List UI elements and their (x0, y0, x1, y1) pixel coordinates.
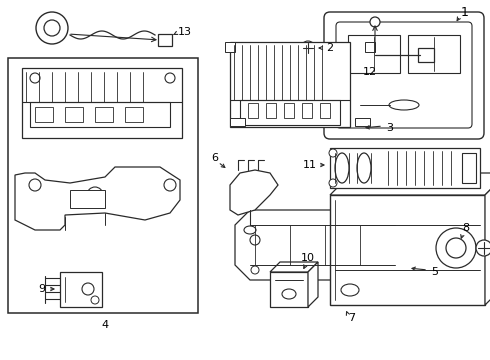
Bar (284, 103, 294, 118)
Polygon shape (230, 170, 278, 215)
Ellipse shape (244, 226, 256, 234)
Bar (320, 103, 330, 118)
Bar (230, 42, 350, 127)
Ellipse shape (335, 153, 349, 183)
Bar (330, 148, 480, 188)
Bar (365, 42, 375, 52)
Circle shape (436, 228, 476, 268)
FancyBboxPatch shape (324, 12, 484, 139)
Ellipse shape (341, 284, 359, 296)
Bar (348, 35, 400, 73)
Circle shape (30, 73, 40, 83)
Text: 4: 4 (101, 320, 109, 330)
Bar (8, 58, 198, 313)
Bar (248, 103, 258, 118)
Circle shape (386, 266, 394, 274)
Bar (65, 107, 83, 122)
Circle shape (29, 179, 41, 191)
Bar (158, 34, 172, 46)
Ellipse shape (282, 289, 296, 299)
Bar (462, 153, 476, 183)
Bar (355, 118, 370, 126)
Bar (330, 195, 485, 305)
Circle shape (370, 17, 380, 27)
Bar (240, 100, 340, 125)
Polygon shape (270, 262, 318, 272)
Bar (408, 35, 460, 73)
Bar (35, 107, 53, 122)
Bar (230, 118, 245, 126)
Text: 7: 7 (348, 313, 356, 323)
Text: 6: 6 (212, 153, 219, 163)
Bar (30, 102, 170, 127)
Bar (266, 103, 276, 118)
Bar (95, 107, 113, 122)
Polygon shape (308, 262, 318, 307)
Circle shape (251, 266, 259, 274)
Bar (302, 103, 312, 118)
Circle shape (36, 12, 68, 44)
Ellipse shape (389, 100, 419, 110)
Text: 11: 11 (303, 160, 317, 170)
Polygon shape (15, 167, 180, 230)
Text: 12: 12 (363, 67, 377, 77)
Bar (60, 272, 102, 307)
Circle shape (329, 179, 337, 187)
Polygon shape (235, 210, 410, 280)
Bar (270, 272, 308, 307)
Circle shape (91, 296, 99, 304)
Text: 5: 5 (432, 267, 439, 277)
Bar (22, 68, 182, 138)
Bar (418, 48, 434, 62)
Polygon shape (485, 173, 490, 305)
Circle shape (446, 238, 466, 258)
Circle shape (164, 179, 176, 191)
Circle shape (385, 235, 395, 245)
FancyBboxPatch shape (336, 22, 472, 128)
Circle shape (250, 235, 260, 245)
Polygon shape (330, 173, 490, 195)
Circle shape (82, 283, 94, 295)
Circle shape (476, 240, 490, 256)
Text: 10: 10 (301, 253, 315, 263)
Text: 8: 8 (463, 223, 469, 233)
Circle shape (44, 20, 60, 36)
Circle shape (329, 149, 337, 157)
Circle shape (301, 41, 315, 55)
Text: 3: 3 (387, 123, 393, 133)
Text: 13: 13 (178, 27, 192, 37)
Circle shape (87, 187, 103, 203)
Text: 2: 2 (326, 43, 334, 53)
Bar (125, 107, 143, 122)
Text: 9: 9 (38, 284, 46, 294)
Ellipse shape (357, 153, 371, 183)
Text: 1: 1 (461, 5, 469, 18)
Bar (225, 42, 235, 52)
Bar (70, 190, 105, 208)
Circle shape (165, 73, 175, 83)
